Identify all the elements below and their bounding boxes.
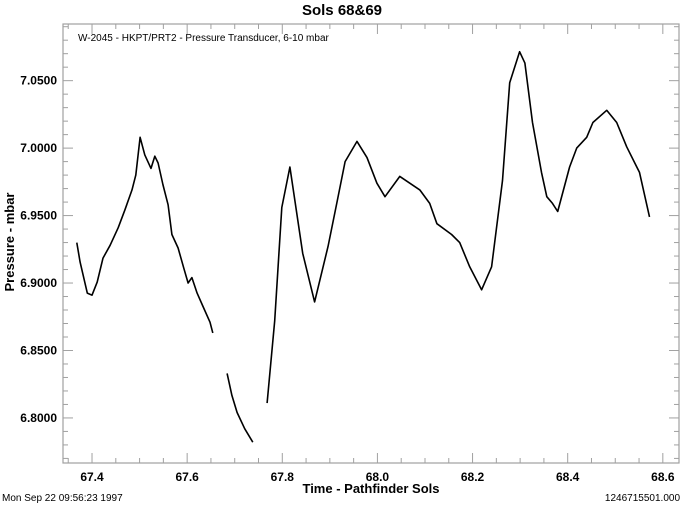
chart-subtitle: W-2045 - HKPT/PRT2 - Pressure Transducer… [78,33,330,44]
y-tick-label: 6.9500 [20,209,57,223]
y-axis-title: Pressure - mbar [2,193,17,292]
pressure-line-segment [226,373,254,443]
x-tick-label: 67.8 [271,470,295,484]
x-tick-label: 67.4 [80,470,104,484]
y-tick-label: 7.0000 [20,141,57,155]
y-tick-label: 6.8500 [20,343,57,357]
axes: 67.4 67.6 67.8 68.0 68.2 68.4 68.6 6.8000 6.8500… [20,23,680,484]
footer-timestamp: Mon Sep 22 09:56:23 1997 [2,493,123,504]
x-tick-label: 68.4 [556,470,580,484]
y-tick-label: 7.0500 [20,74,57,88]
y-tick-label: 6.8000 [20,411,57,425]
x-tick-label: 67.6 [175,470,199,484]
plot-frame [62,23,680,464]
x-tick-label: 68.2 [461,470,485,484]
x-axis-title: Time - Pathfinder Sols [302,481,439,496]
chart-title: Sols 68&69 [302,2,382,19]
y-tick-label: 6.9000 [20,276,57,290]
pressure-line-segment [266,50,651,404]
x-tick-label: 68.0 [366,470,390,484]
pressure-line-segment [76,136,214,334]
series [76,50,651,443]
x-tick-label: 68.6 [651,470,675,484]
footer-id-value: 1246715501.000 [605,493,681,504]
